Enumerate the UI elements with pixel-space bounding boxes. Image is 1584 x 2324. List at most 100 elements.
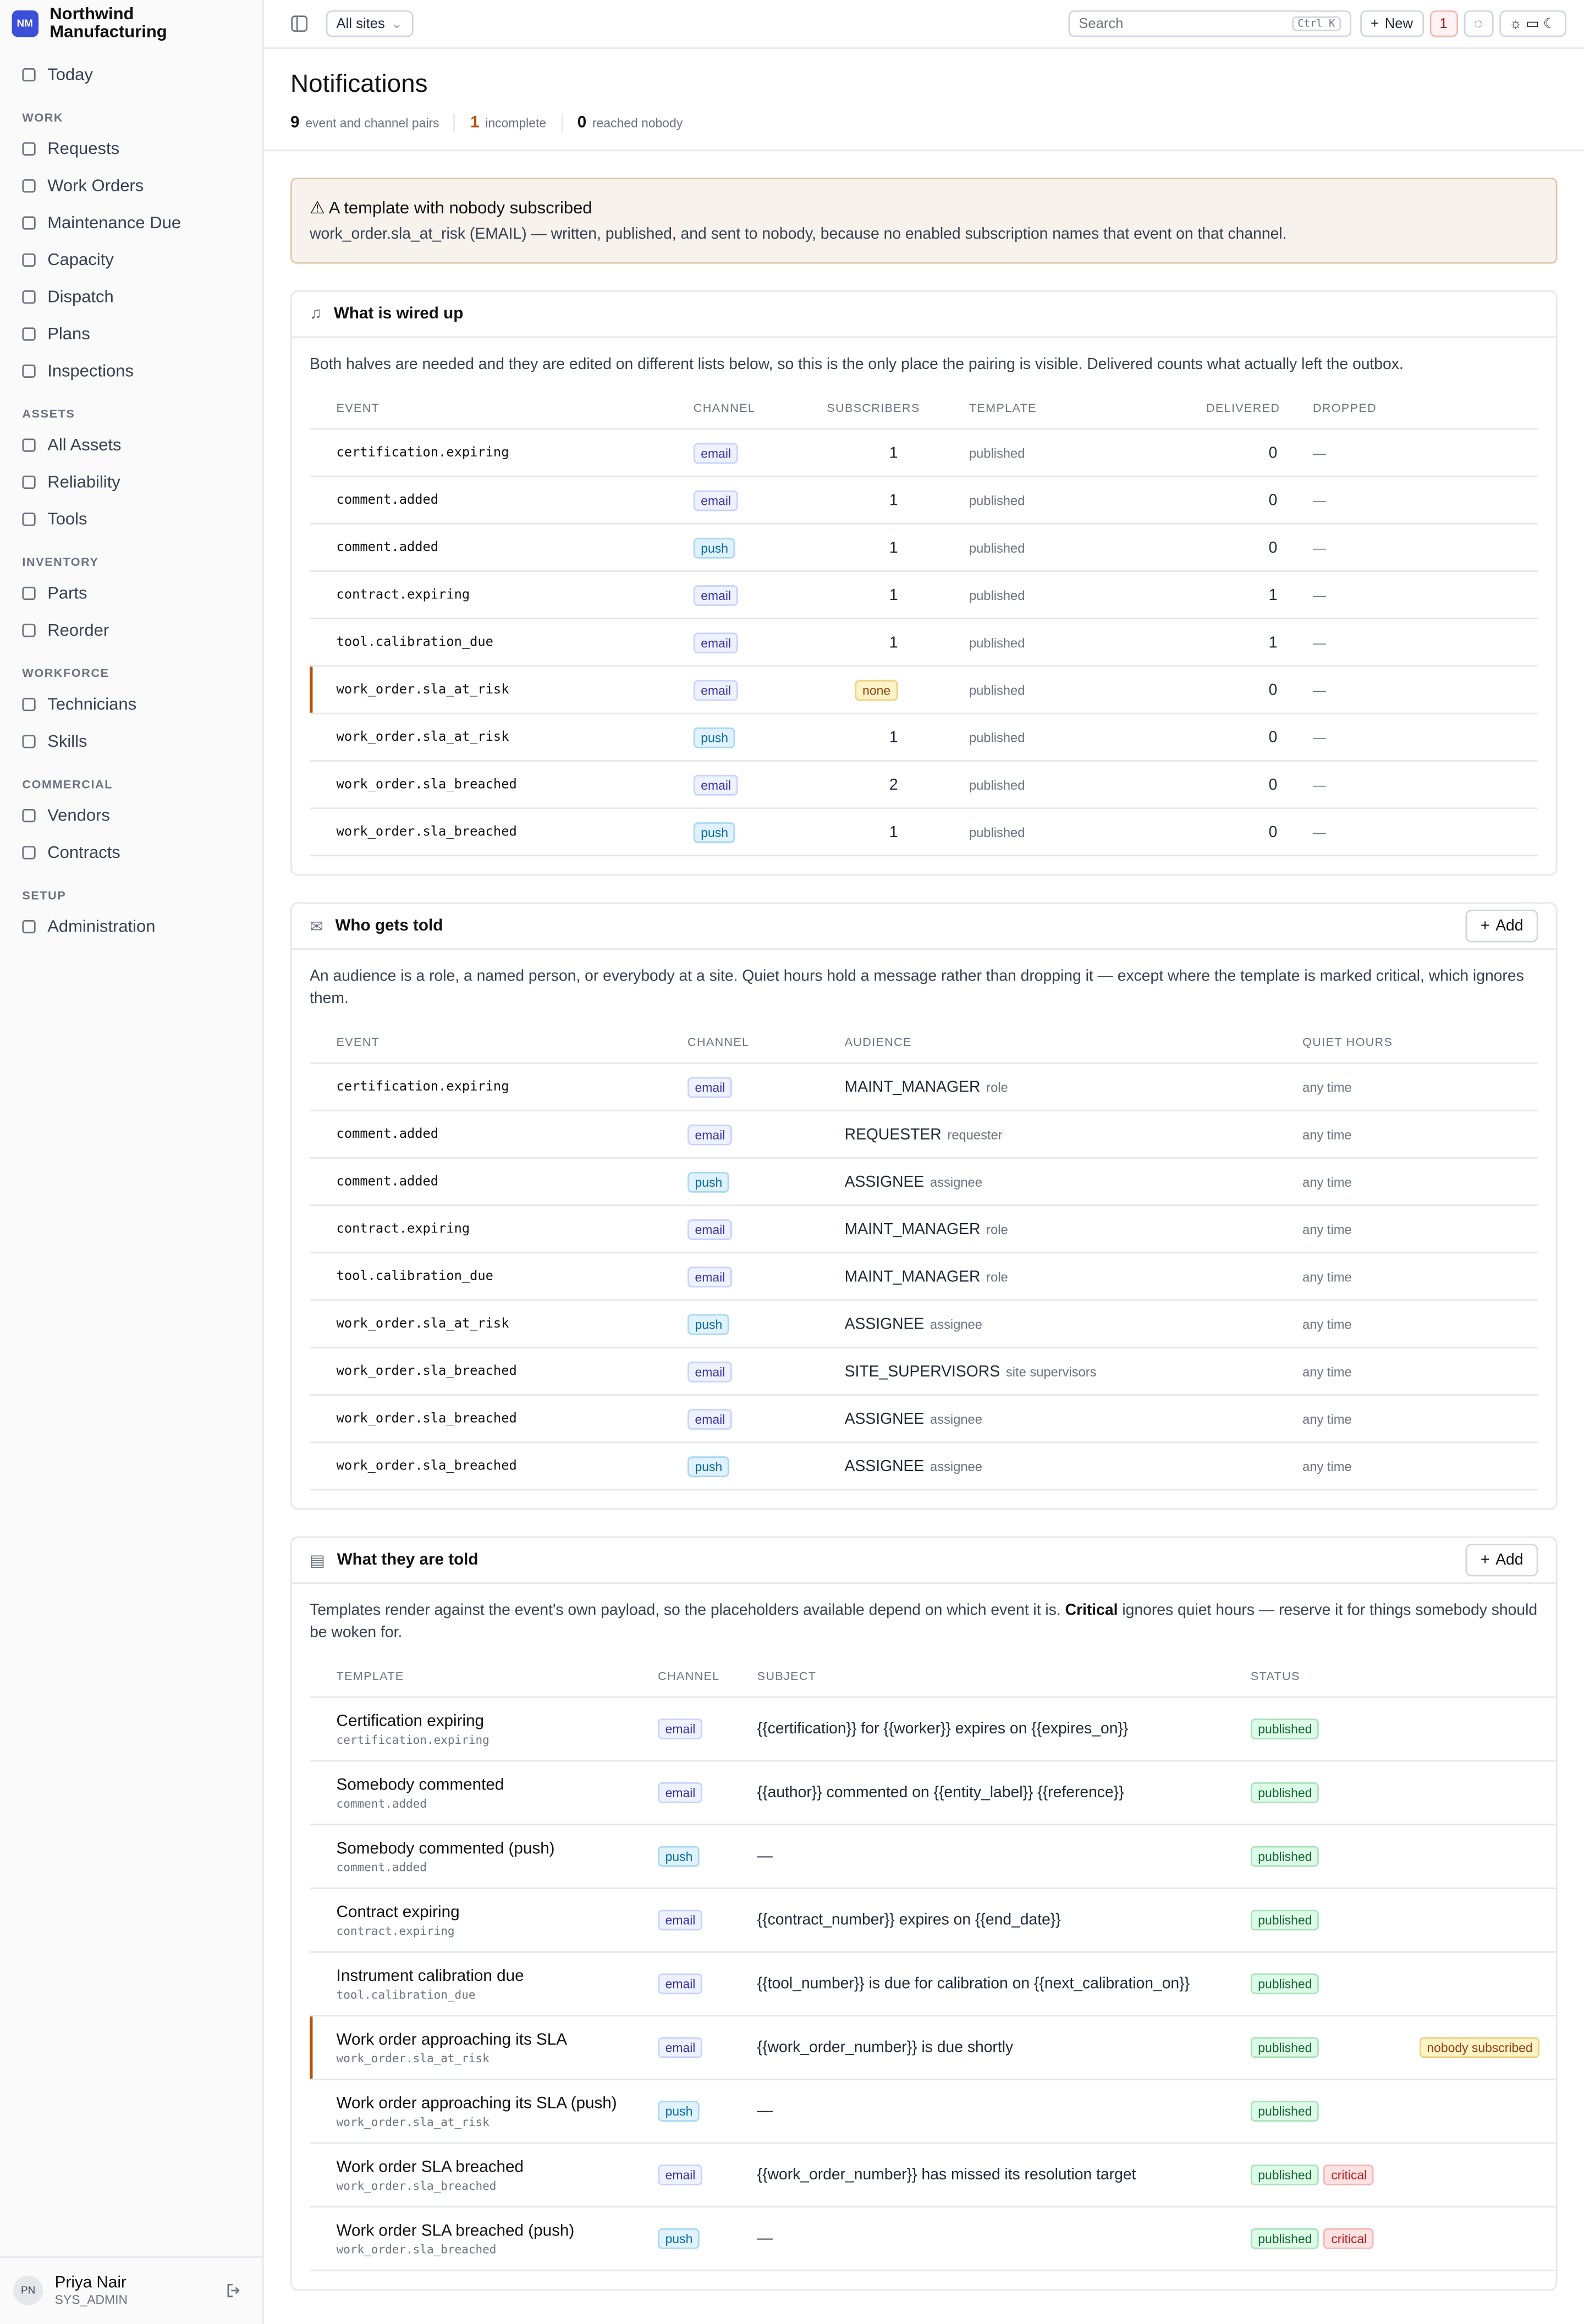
event: comment.added	[336, 492, 439, 508]
table-row: work_order.sla_at_risk push ASSIGNEE assign…	[310, 1301, 1538, 1348]
nav-label: Inspections	[47, 362, 134, 381]
nav-icon	[22, 475, 36, 489]
delivered: 1	[1268, 633, 1278, 652]
event: work_order.sla_at_risk	[336, 1316, 509, 1331]
channel-cell: email	[658, 1719, 757, 1739]
template: Contract expiring contract.expiring	[337, 1903, 658, 1937]
nav-item[interactable]: Requests	[0, 130, 262, 167]
channel-cell: email	[658, 2165, 757, 2185]
column-header: DROPPED	[1312, 401, 1377, 415]
template: Work order SLA breached (push) work_order…	[337, 2222, 658, 2256]
nav-label: Maintenance Due	[47, 214, 182, 232]
quiet-hours: any time	[1302, 1458, 1352, 1474]
badge: email	[658, 1973, 703, 1995]
status: published	[1250, 2037, 1420, 2058]
channel-cell: email	[688, 1408, 845, 1429]
template-event: comment.added	[336, 1796, 427, 1810]
badge: push	[693, 821, 736, 842]
nav-item[interactable]: Maintenance Due	[0, 205, 262, 241]
template-status: published	[969, 824, 1025, 840]
badge: email	[688, 1361, 733, 1382]
nav-item[interactable]: Vendors	[0, 797, 262, 834]
subscribers: 1	[889, 491, 898, 509]
channel-cell: push	[688, 1313, 845, 1335]
badge: push	[693, 537, 736, 558]
event: work_order.sla_breached	[336, 1363, 517, 1379]
quiet-hours: any time	[1302, 1174, 1352, 1189]
audience-name: ASSIGNEE	[844, 1172, 925, 1191]
column-header: AUDIENCE	[844, 1036, 912, 1049]
nav-item[interactable]: Capacity	[0, 241, 262, 278]
nav-item[interactable]: Reliability	[0, 464, 262, 500]
event: comment.added	[336, 1126, 439, 1142]
nav-item[interactable]: Reorder	[0, 612, 262, 649]
nav-item[interactable]: Work Orders	[0, 167, 262, 204]
nav-item[interactable]: Inspections	[0, 353, 262, 389]
nav-icon	[22, 808, 36, 823]
table-row: Work order SLA breached work_order.sla_br…	[310, 2144, 1556, 2208]
site: All sites	[336, 15, 385, 32]
event: work_order.sla_breached	[336, 1411, 517, 1427]
theme-switch[interactable]: ☼ ▭ ☾	[1499, 10, 1566, 37]
table-row: work_order.sla_at_risk email none published…	[310, 667, 1538, 714]
site-picker[interactable]: All sites ⌄	[326, 10, 413, 37]
event: work_order.sla_at_risk	[336, 729, 509, 745]
new-button[interactable]: + New	[1360, 10, 1423, 37]
warning-text: work_order.sla_at_risk (EMAIL) — written…	[310, 225, 1287, 243]
card: ♫ What is wired up Both halves are needed …	[290, 290, 1558, 876]
delivered: 1	[1268, 586, 1278, 604]
nav-item[interactable]: Plans	[0, 316, 262, 353]
badge: email	[693, 679, 739, 700]
card-title: What is wired up	[333, 305, 464, 323]
channel-cell: push	[693, 537, 827, 558]
subject: —	[757, 2229, 773, 2248]
card-description: An audience is a role, a named person, o…	[310, 967, 1524, 1007]
event: contract.expiring	[336, 1221, 470, 1237]
nav-item[interactable]: Parts	[0, 575, 262, 612]
notifications-button[interactable]: ◌	[1464, 10, 1493, 37]
add-button[interactable]: + Add	[1465, 910, 1538, 943]
audience-name: MAINT_MANAGER	[844, 1267, 981, 1286]
channel-cell: push	[693, 821, 827, 842]
channel-cell: push	[688, 1455, 845, 1477]
nav-item[interactable]: Administration	[0, 908, 262, 945]
subscribers: 1	[889, 538, 898, 557]
template-event: tool.calibration_due	[336, 1987, 476, 2001]
badge: push	[688, 1455, 730, 1477]
avatar: PN	[13, 2276, 43, 2306]
event: certification.expiring	[336, 1079, 509, 1094]
audience-name: MAINT_MANAGER	[844, 1220, 981, 1238]
nav-icon	[22, 142, 36, 156]
audience-kind: site supervisors	[1005, 1363, 1097, 1379]
audience: ASSIGNEE assignee	[845, 1315, 1302, 1332]
alert-count: 1	[1439, 15, 1448, 32]
add-button[interactable]: + Add	[1465, 1544, 1538, 1577]
nav-item[interactable]: Tools	[0, 501, 262, 538]
nav-item[interactable]: Dispatch	[0, 278, 262, 315]
nav-item[interactable]: Technicians	[0, 686, 262, 723]
nav-item[interactable]: All Assets	[0, 427, 262, 464]
template-name: Work order approaching its SLA (push)	[336, 2094, 617, 2112]
search[interactable]: Search Ctrl K	[1068, 10, 1351, 37]
logout[interactable]	[227, 2283, 241, 2298]
toggle-sidebar[interactable]	[290, 15, 308, 32]
subject: —	[757, 1847, 773, 1865]
column-header: CHANNEL	[688, 1036, 750, 1049]
badge: push	[693, 726, 736, 748]
channel-cell: email	[693, 584, 827, 605]
channel-cell: email	[658, 1909, 757, 1931]
nav-item[interactable]: Contracts	[0, 834, 262, 871]
template-event: comment.added	[336, 1860, 427, 1874]
quiet-hours: any time	[1302, 1221, 1352, 1237]
nav-item[interactable]: Skills	[0, 723, 262, 760]
nav-label: Capacity	[47, 251, 114, 269]
alerts[interactable]: 1	[1429, 10, 1458, 37]
nav-item[interactable]: Today	[0, 56, 262, 93]
template-event: work_order.sla_breached	[336, 2242, 497, 2256]
template-status: published	[969, 635, 1025, 650]
table-row: Certification expiring certification.expi…	[310, 1698, 1556, 1762]
badge: published	[1250, 1846, 1319, 1867]
delivered: 0	[1268, 491, 1278, 509]
channel-cell: email	[693, 489, 827, 511]
audience-name: ASSIGNEE	[844, 1409, 925, 1428]
